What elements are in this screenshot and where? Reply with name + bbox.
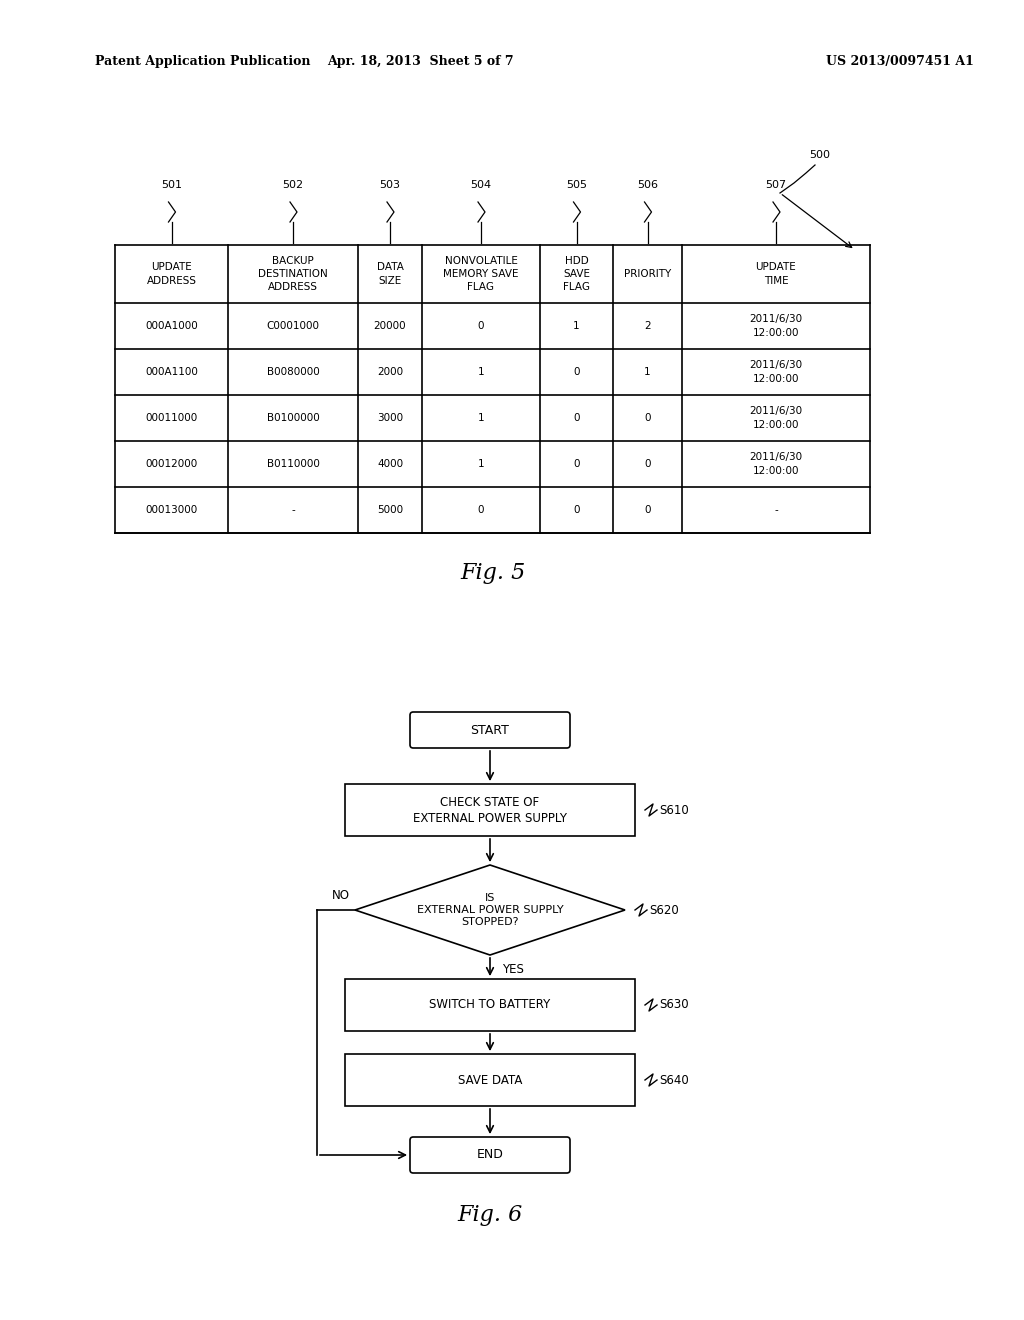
- Text: 0: 0: [644, 413, 650, 422]
- Text: Fig. 6: Fig. 6: [458, 1204, 522, 1226]
- Text: START: START: [471, 723, 509, 737]
- Text: 0: 0: [573, 459, 580, 469]
- Text: YES: YES: [502, 964, 524, 975]
- Text: 3000: 3000: [377, 413, 403, 422]
- Polygon shape: [355, 865, 625, 954]
- Text: 1: 1: [573, 321, 580, 331]
- Text: 2011/6/30
12:00:00: 2011/6/30 12:00:00: [750, 360, 803, 384]
- Text: 000A1100: 000A1100: [145, 367, 198, 378]
- Text: 1: 1: [644, 367, 651, 378]
- Text: C0001000: C0001000: [266, 321, 319, 331]
- Text: 20000: 20000: [374, 321, 407, 331]
- Text: 1: 1: [477, 413, 484, 422]
- FancyBboxPatch shape: [410, 1137, 570, 1173]
- Text: IS
EXTERNAL POWER SUPPLY
STOPPED?: IS EXTERNAL POWER SUPPLY STOPPED?: [417, 892, 563, 928]
- Text: END: END: [476, 1148, 504, 1162]
- Text: S640: S640: [659, 1073, 689, 1086]
- Text: 0: 0: [573, 506, 580, 515]
- Text: US 2013/0097451 A1: US 2013/0097451 A1: [826, 55, 974, 69]
- Text: 503: 503: [380, 180, 400, 190]
- Bar: [345, 784, 635, 836]
- Text: 00011000: 00011000: [145, 413, 198, 422]
- Text: 4000: 4000: [377, 459, 403, 469]
- Text: UPDATE
ADDRESS: UPDATE ADDRESS: [146, 263, 197, 285]
- Text: DATA
SIZE: DATA SIZE: [377, 263, 403, 285]
- Text: B0110000: B0110000: [266, 459, 319, 469]
- Text: 000A1000: 000A1000: [145, 321, 198, 331]
- FancyBboxPatch shape: [410, 711, 570, 748]
- Text: 500: 500: [810, 150, 830, 160]
- Text: NONVOLATILE
MEMORY SAVE
FLAG: NONVOLATILE MEMORY SAVE FLAG: [443, 256, 519, 292]
- Text: CHECK STATE OF
EXTERNAL POWER SUPPLY: CHECK STATE OF EXTERNAL POWER SUPPLY: [413, 796, 567, 825]
- Text: 0: 0: [573, 367, 580, 378]
- Text: 2011/6/30
12:00:00: 2011/6/30 12:00:00: [750, 314, 803, 338]
- Text: SAVE DATA: SAVE DATA: [458, 1073, 522, 1086]
- Text: B0080000: B0080000: [266, 367, 319, 378]
- Text: 2: 2: [644, 321, 651, 331]
- Text: SWITCH TO BATTERY: SWITCH TO BATTERY: [429, 998, 551, 1011]
- Text: UPDATE
TIME: UPDATE TIME: [756, 263, 797, 285]
- Text: BACKUP
DESTINATION
ADDRESS: BACKUP DESTINATION ADDRESS: [258, 256, 328, 292]
- Text: 502: 502: [283, 180, 303, 190]
- Text: Patent Application Publication: Patent Application Publication: [95, 55, 310, 69]
- Text: 1: 1: [477, 367, 484, 378]
- Text: NO: NO: [332, 888, 350, 902]
- Text: Apr. 18, 2013  Sheet 5 of 7: Apr. 18, 2013 Sheet 5 of 7: [327, 55, 513, 69]
- Text: 00013000: 00013000: [145, 506, 198, 515]
- Text: Fig. 5: Fig. 5: [460, 562, 525, 583]
- Text: 505: 505: [566, 180, 587, 190]
- Bar: [345, 979, 635, 1031]
- Text: 1: 1: [477, 459, 484, 469]
- Text: 0: 0: [478, 321, 484, 331]
- Text: HDD
SAVE
FLAG: HDD SAVE FLAG: [563, 256, 590, 292]
- Text: PRIORITY: PRIORITY: [624, 269, 671, 279]
- Text: 506: 506: [637, 180, 658, 190]
- Text: 0: 0: [644, 506, 650, 515]
- Text: 2000: 2000: [377, 367, 403, 378]
- Bar: [345, 1053, 635, 1106]
- Text: -: -: [774, 506, 778, 515]
- Text: 0: 0: [573, 413, 580, 422]
- Text: 0: 0: [644, 459, 650, 469]
- Text: 504: 504: [470, 180, 492, 190]
- Text: -: -: [291, 506, 295, 515]
- Text: S630: S630: [659, 998, 688, 1011]
- Text: 2011/6/30
12:00:00: 2011/6/30 12:00:00: [750, 407, 803, 429]
- Text: 501: 501: [161, 180, 182, 190]
- Text: 507: 507: [765, 180, 786, 190]
- Text: B0100000: B0100000: [266, 413, 319, 422]
- Text: 0: 0: [478, 506, 484, 515]
- Text: 00012000: 00012000: [145, 459, 198, 469]
- Text: 2011/6/30
12:00:00: 2011/6/30 12:00:00: [750, 453, 803, 475]
- Text: S610: S610: [659, 804, 689, 817]
- Text: 5000: 5000: [377, 506, 403, 515]
- Text: S620: S620: [649, 903, 679, 916]
